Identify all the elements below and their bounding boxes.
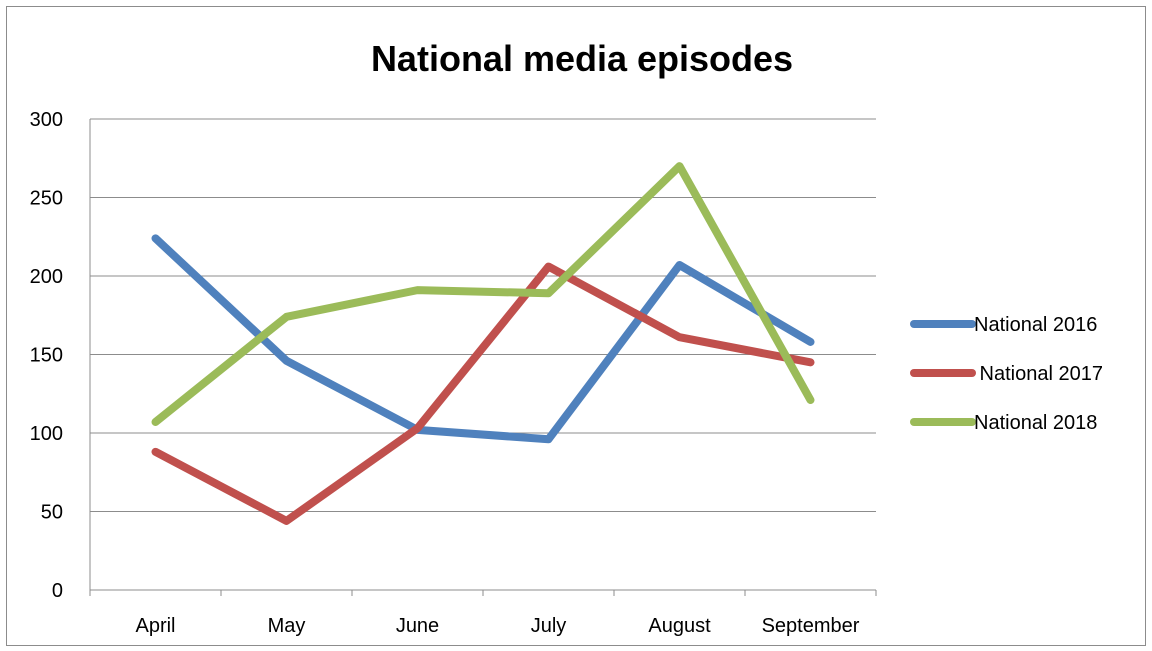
legend-label: National 2018 (974, 412, 1097, 434)
y-tick-label: 100 (30, 423, 63, 445)
series-line-2 (156, 267, 811, 521)
y-tick-label: 50 (41, 502, 63, 524)
x-axis: April May June July August September (90, 590, 876, 637)
legend-label: National 2016 (974, 314, 1097, 336)
y-tick-label: 250 (30, 188, 63, 210)
chart-title: National media episodes (371, 38, 793, 79)
x-tick-label: July (531, 615, 567, 637)
x-tick-label: August (648, 615, 711, 637)
y-tick-label: 300 (30, 109, 63, 131)
y-tick-label: 0 (52, 580, 63, 602)
y-axis: 0 50 100 150 200 250 300 (30, 109, 90, 602)
series-lines (156, 166, 811, 521)
series-line-3 (156, 166, 811, 422)
legend-label: National 2017 (974, 363, 1103, 385)
x-tick-label: April (135, 615, 175, 637)
x-tick-label: June (396, 615, 439, 637)
x-tick-label: May (268, 615, 306, 637)
y-tick-label: 150 (30, 345, 63, 367)
y-tick-label: 200 (30, 266, 63, 288)
legend: National 2016 National 2017 National 2018 (914, 314, 1103, 434)
x-tick-label: September (762, 615, 860, 637)
